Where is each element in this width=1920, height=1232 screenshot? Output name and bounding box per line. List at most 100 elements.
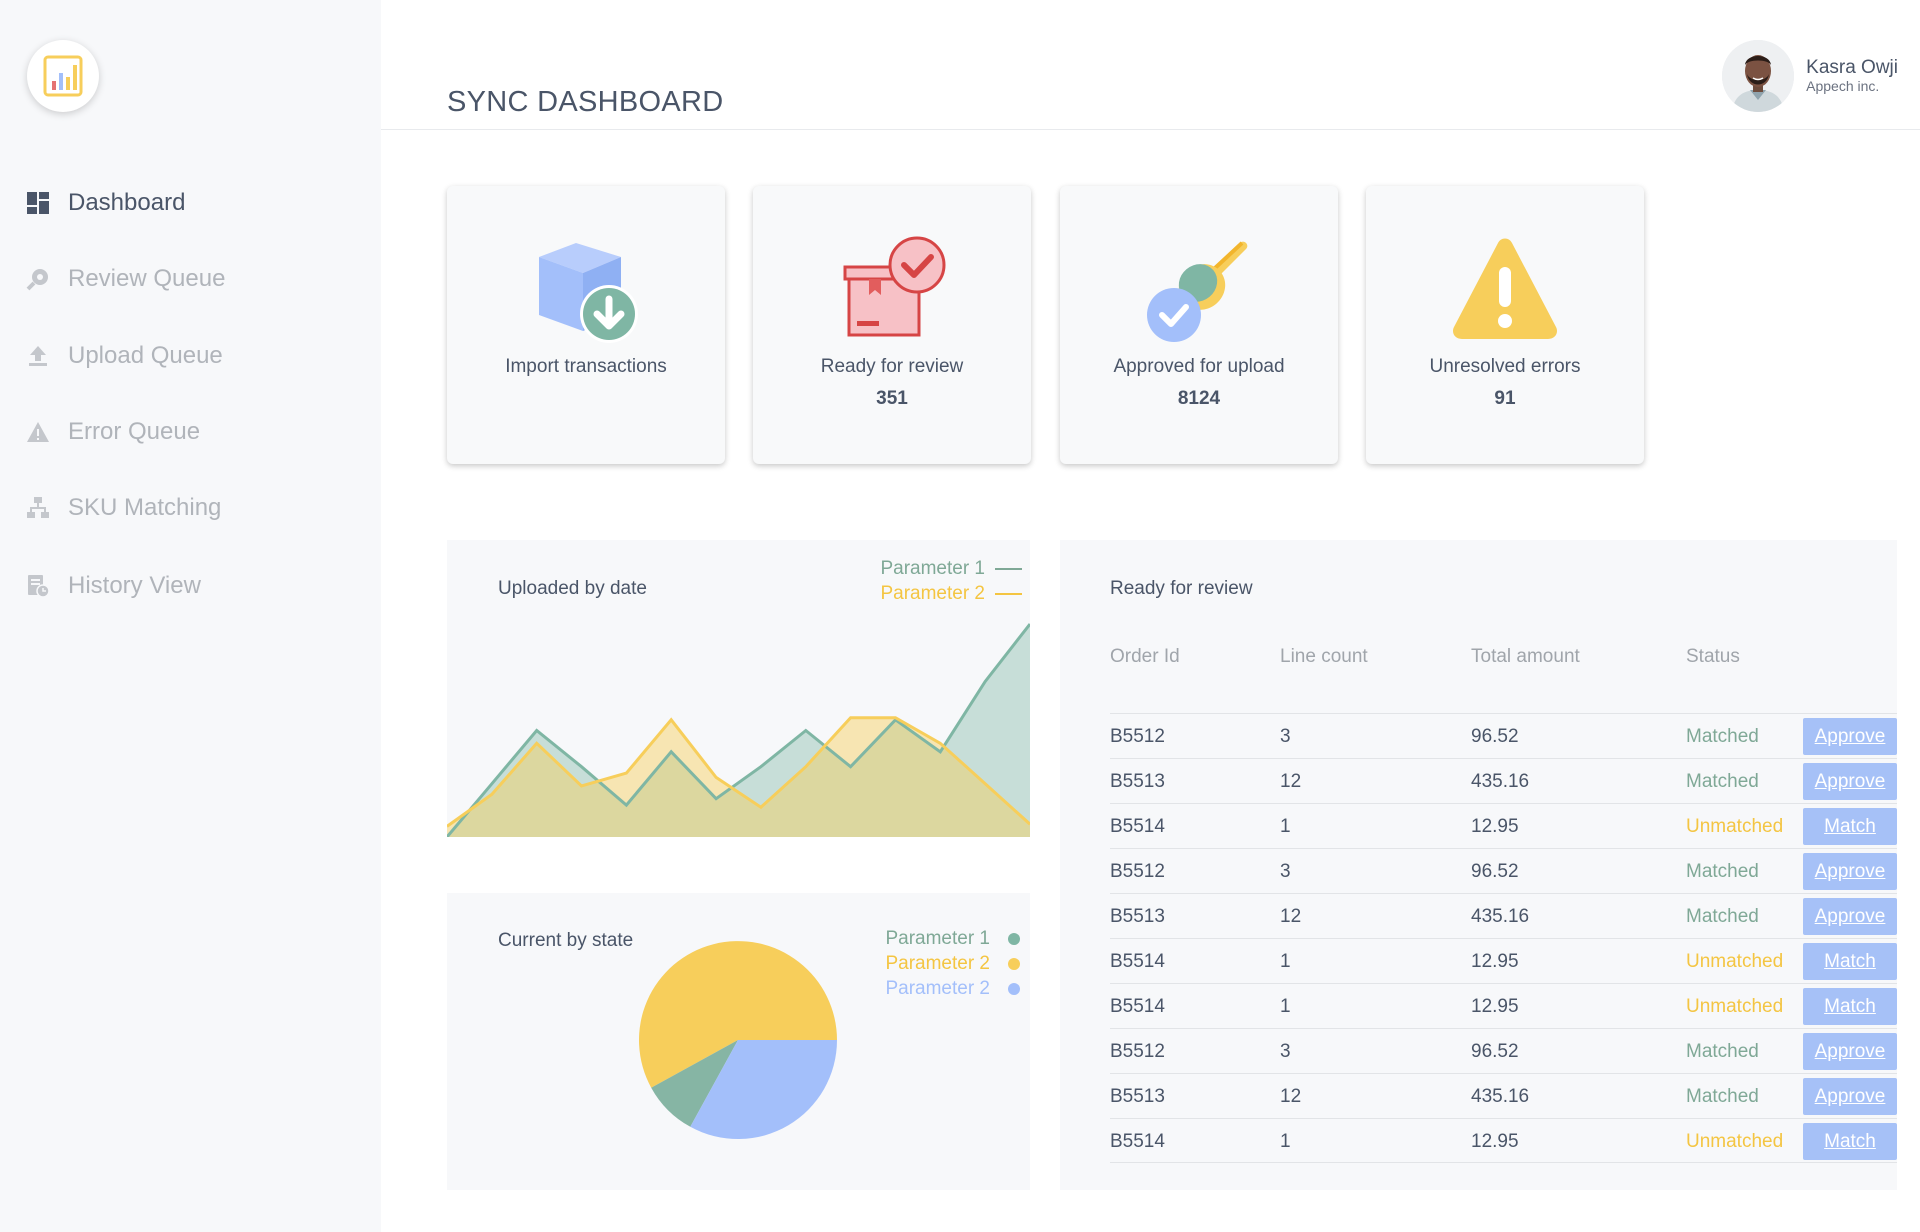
stamp-icon [1139,230,1259,350]
area-chart-legend: Parameter 1 Parameter 2 [880,556,1022,606]
cell-total-amount: 12.95 [1471,996,1519,1017]
card-approved-for-upload[interactable]: Approved for upload 8124 [1060,186,1338,464]
column-header-line-count[interactable]: Line count [1280,646,1368,667]
legend-item: Parameter 2 [885,951,1022,976]
cell-line-count: 1 [1280,1131,1291,1152]
avatar[interactable] [1722,40,1795,112]
sidebar-item-label: Upload Queue [68,342,223,369]
match-button[interactable]: Match [1803,988,1897,1025]
card-import-transactions[interactable]: Import transactions [447,186,725,464]
table-row[interactable]: B5512 3 96.52 Matched Approve [1110,848,1897,893]
warning-icon [26,420,50,444]
table-row[interactable]: B5513 12 435.16 Matched Approve [1110,1073,1897,1118]
cell-order-id: B5514 [1110,951,1165,972]
legend-label: Parameter 1 [880,557,985,579]
cell-status: Unmatched [1686,1131,1784,1152]
legend-swatch [995,567,1022,570]
table-row[interactable]: B5514 1 12.95 Unmatched Match [1110,803,1897,848]
cell-line-count: 3 [1280,726,1291,747]
area-series-1-line [447,623,1030,837]
match-button[interactable]: Match [1803,808,1897,845]
legend-swatch [1008,982,1020,995]
dashboard-icon [26,191,50,215]
sidebar: Dashboard Review Queue Upload Queue Erro… [0,0,381,1232]
legend-label: Parameter 2 [880,582,985,604]
pie-chart-panel: Current by state Parameter 1 Parameter 2… [447,893,1030,1190]
user-profile[interactable]: Kasra Owji Appech inc. [1722,40,1898,112]
cell-total-amount: 435.16 [1471,771,1530,792]
cell-total-amount: 96.52 [1471,1041,1519,1062]
column-header-order-id[interactable]: Order Id [1110,646,1180,667]
cell-total-amount: 12.95 [1471,816,1519,837]
table-row[interactable]: B5514 1 12.95 Unmatched Match [1110,1118,1897,1163]
approve-button[interactable]: Approve [1803,853,1897,890]
approve-button[interactable]: Approve [1803,718,1897,755]
column-header-total-amount[interactable]: Total amount [1471,646,1580,667]
cell-order-id: B5513 [1110,906,1165,927]
area-chart-panel: Uploaded by date Parameter 1 Parameter 2 [447,540,1030,837]
card-unresolved-errors[interactable]: Unresolved errors 91 [1366,186,1644,464]
table-row[interactable]: B5512 3 96.52 Matched Approve [1110,1028,1897,1073]
approve-button[interactable]: Approve [1803,1033,1897,1070]
sidebar-item-label: SKU Matching [68,494,222,521]
cell-order-id: B5513 [1110,1086,1165,1107]
match-button[interactable]: Match [1803,943,1897,980]
card-ready-for-review[interactable]: Ready for review 351 [753,186,1031,464]
area-series-2-fill [447,717,1030,837]
table-row[interactable]: B5512 3 96.52 Matched Approve [1110,713,1897,758]
table-row[interactable]: B5513 12 435.16 Matched Approve [1110,758,1897,803]
sidebar-item-upload-queue[interactable]: Upload Queue [26,336,223,376]
table-row[interactable]: B5513 12 435.16 Matched Approve [1110,893,1897,938]
cell-line-count: 1 [1280,951,1291,972]
approve-button[interactable]: Approve [1803,763,1897,800]
sidebar-item-error-queue[interactable]: Error Queue [26,412,200,452]
cell-status: Matched [1686,1086,1759,1107]
legend-label: Parameter 2 [885,977,990,999]
cell-status: Matched [1686,726,1759,747]
cell-line-count: 3 [1280,861,1291,882]
cell-order-id: B5513 [1110,771,1165,792]
table-row[interactable]: B5514 1 12.95 Unmatched Match [1110,983,1897,1028]
header: SYNC DASHBOARD Kasra Owji Appech inc. [381,0,1920,130]
table-row[interactable]: B5514 1 12.95 Unmatched Match [1110,938,1897,983]
cell-total-amount: 435.16 [1471,1086,1530,1107]
area-series-2-line [447,716,1030,828]
approve-button[interactable]: Approve [1803,898,1897,935]
pie-slice-2 [639,941,837,1088]
card-value: 8124 [1177,388,1221,409]
cell-order-id: B5514 [1110,996,1165,1017]
sitemap-icon [26,496,50,520]
area-chart [447,623,1030,837]
page-title: SYNC DASHBOARD [447,86,724,118]
cell-status: Unmatched [1686,951,1784,972]
cell-status: Matched [1686,771,1759,792]
cell-status: Unmatched [1686,816,1784,837]
cell-line-count: 12 [1280,771,1302,792]
review-table-title: Ready for review [1110,578,1253,599]
cell-line-count: 1 [1280,996,1291,1017]
sidebar-item-review-queue[interactable]: Review Queue [26,259,225,299]
sidebar-item-label: Error Queue [68,418,201,445]
sidebar-item-dashboard[interactable]: Dashboard [26,183,185,223]
box-download-icon [526,230,646,350]
sidebar-item-label: History View [68,572,201,599]
review-table-panel: Ready for review [1060,540,1897,1190]
cell-total-amount: 96.52 [1471,726,1519,747]
match-button[interactable]: Match [1803,1123,1897,1160]
approve-button[interactable]: Approve [1803,1078,1897,1115]
sidebar-item-label: Dashboard [68,189,186,216]
user-company: Appech inc. [1806,78,1880,94]
cell-order-id: B5514 [1110,816,1165,837]
cell-order-id: B5512 [1110,861,1165,882]
user-name: Kasra Owji [1806,57,1898,78]
history-icon [26,574,50,598]
column-header-status[interactable]: Status [1686,646,1740,667]
card-value: 351 [876,388,908,409]
cell-status: Unmatched [1686,996,1784,1017]
bar-chart-logo-icon[interactable] [27,40,99,112]
legend-swatch [1008,957,1020,970]
sidebar-item-sku-matching[interactable]: SKU Matching [26,488,221,528]
sidebar-item-label: Review Queue [68,265,226,292]
cell-line-count: 1 [1280,816,1291,837]
sidebar-item-history-view[interactable]: History View [26,566,201,606]
